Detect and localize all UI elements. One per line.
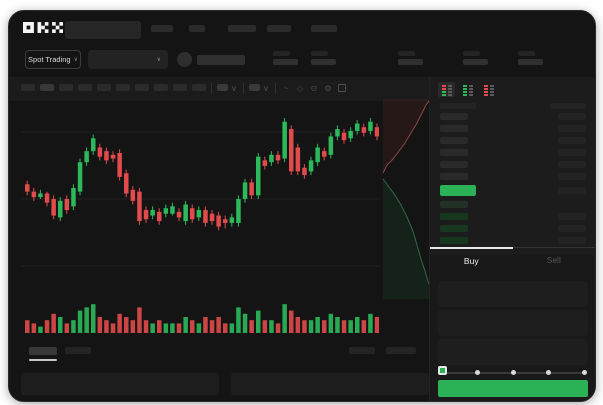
toolbar-divider (275, 83, 276, 94)
stat-label-skeleton (518, 51, 535, 56)
book-view-asks-only-icon[interactable] (480, 82, 497, 97)
bid-price-skeleton[interactable] (440, 213, 468, 220)
ask-price-skeleton[interactable] (440, 173, 468, 180)
nav-item-skeleton[interactable] (311, 25, 337, 32)
coin-avatar (177, 52, 192, 67)
chevron-down-icon: ∨ (156, 56, 161, 63)
toolbar-divider (243, 83, 244, 94)
trade-input-field[interactable] (438, 281, 588, 307)
slider-stop-dot[interactable] (510, 369, 516, 375)
stat-value-skeleton (463, 59, 488, 65)
tab-sell[interactable]: Sell (546, 255, 561, 265)
chevron-down-icon[interactable]: ∨ (231, 84, 237, 93)
slider-stop-dot[interactable] (581, 369, 587, 375)
order-book-amount-skeleton (558, 187, 586, 194)
toolbar-divider (211, 83, 212, 94)
tab-buy[interactable]: Buy (430, 247, 513, 273)
stat-value-skeleton (273, 59, 298, 65)
book-view-combined-book-icon[interactable] (438, 82, 455, 97)
interval-button-skeleton[interactable] (154, 84, 168, 91)
interval-button-skeleton[interactable] (59, 84, 73, 91)
stat-label-skeleton (398, 51, 415, 56)
interval-button-skeleton[interactable] (78, 84, 92, 91)
bid-price-skeleton[interactable] (440, 237, 468, 244)
slider-handle[interactable] (438, 366, 447, 375)
draw-tool-icon[interactable]: ◇ (296, 84, 304, 93)
stat-value-skeleton (518, 59, 543, 65)
bid-amount-skeleton (558, 225, 586, 232)
pair-select-dropdown[interactable]: ∨ (88, 50, 168, 69)
bid-amount-skeleton (558, 213, 586, 220)
search-input[interactable] (65, 21, 141, 39)
bottom-tab[interactable] (65, 347, 91, 354)
trade-sidebar: Buy Sell (429, 77, 595, 401)
nav-item-skeleton[interactable] (189, 25, 205, 32)
slider-stop-dot[interactable] (475, 369, 480, 375)
bottom-action-skeleton[interactable] (386, 347, 416, 354)
indicators-icon[interactable] (249, 84, 260, 91)
stat-label-skeleton (273, 51, 290, 56)
ask-price-skeleton[interactable] (440, 161, 468, 168)
orders-panel-skeleton (231, 373, 429, 395)
ask-amount-skeleton (558, 173, 586, 180)
interval-button-skeleton[interactable] (192, 84, 206, 91)
order-book-header-skeleton (550, 103, 586, 109)
trade-input-field[interactable] (438, 310, 588, 336)
chevron-down-icon[interactable]: ∨ (263, 84, 269, 93)
slider-stop-dot[interactable] (546, 369, 551, 375)
trade-input-field[interactable] (438, 339, 588, 365)
last-price-bar[interactable] (440, 185, 476, 196)
order-book (430, 77, 595, 255)
interval-button-skeleton[interactable] (135, 84, 149, 91)
market-type-label: Spot Trading (28, 55, 71, 64)
stat-value-skeleton (311, 59, 336, 65)
interval-button-skeleton[interactable] (21, 84, 35, 91)
fullscreen-icon[interactable] (338, 84, 346, 92)
chevron-down-icon: ∨ (73, 56, 78, 63)
interval-button-skeleton[interactable] (173, 84, 187, 91)
ask-amount-skeleton (558, 125, 586, 132)
orders-panel-skeleton (21, 373, 219, 395)
ask-price-skeleton[interactable] (440, 137, 468, 144)
ask-amount-skeleton (558, 149, 586, 156)
candlestick-chart[interactable] (21, 99, 379, 337)
ask-price-skeleton[interactable] (440, 113, 468, 120)
app-window: Spot Trading ∨ ∨ ∨ ∨ ~ ◇ ⊙ ⚙ (8, 10, 596, 402)
stat-value-skeleton (398, 59, 423, 65)
market-type-dropdown[interactable]: Spot Trading ∨ (25, 50, 81, 69)
nav-item-skeleton[interactable] (228, 25, 256, 32)
line-tool-icon[interactable]: ~ (283, 84, 289, 93)
bottom-action-skeleton[interactable] (349, 347, 375, 354)
camera-icon[interactable]: ⊙ (310, 84, 318, 93)
order-book-header-skeleton (440, 103, 476, 109)
bid-amount-skeleton (558, 237, 586, 244)
trade-tabs: Buy Sell (430, 247, 595, 273)
pair-name-skeleton (197, 55, 245, 65)
ask-price-skeleton[interactable] (440, 125, 468, 132)
interval-button-skeleton[interactable] (97, 84, 111, 91)
interval-button-skeleton[interactable] (116, 84, 130, 91)
bid-price-skeleton[interactable] (440, 225, 468, 232)
ask-price-skeleton[interactable] (440, 149, 468, 156)
nav-item-skeleton[interactable] (267, 25, 291, 32)
bid-price-skeleton[interactable] (440, 201, 468, 208)
stat-label-skeleton (463, 51, 480, 56)
bottom-tab-active[interactable] (29, 347, 57, 355)
chart-type-icon[interactable] (217, 84, 228, 91)
book-view-bids-only-icon[interactable] (459, 82, 476, 97)
ask-amount-skeleton (558, 137, 586, 144)
interval-button-skeleton[interactable] (40, 84, 54, 91)
ask-amount-skeleton (558, 161, 586, 168)
bottom-tab-underline (29, 359, 57, 361)
buy-submit-button[interactable] (438, 380, 588, 397)
depth-chart (382, 99, 431, 299)
nav-item-skeleton[interactable] (151, 25, 173, 32)
settings-gear-icon[interactable]: ⚙ (324, 84, 332, 93)
stat-label-skeleton (311, 51, 328, 56)
okx-logo-icon (23, 22, 63, 33)
ask-amount-skeleton (558, 113, 586, 120)
